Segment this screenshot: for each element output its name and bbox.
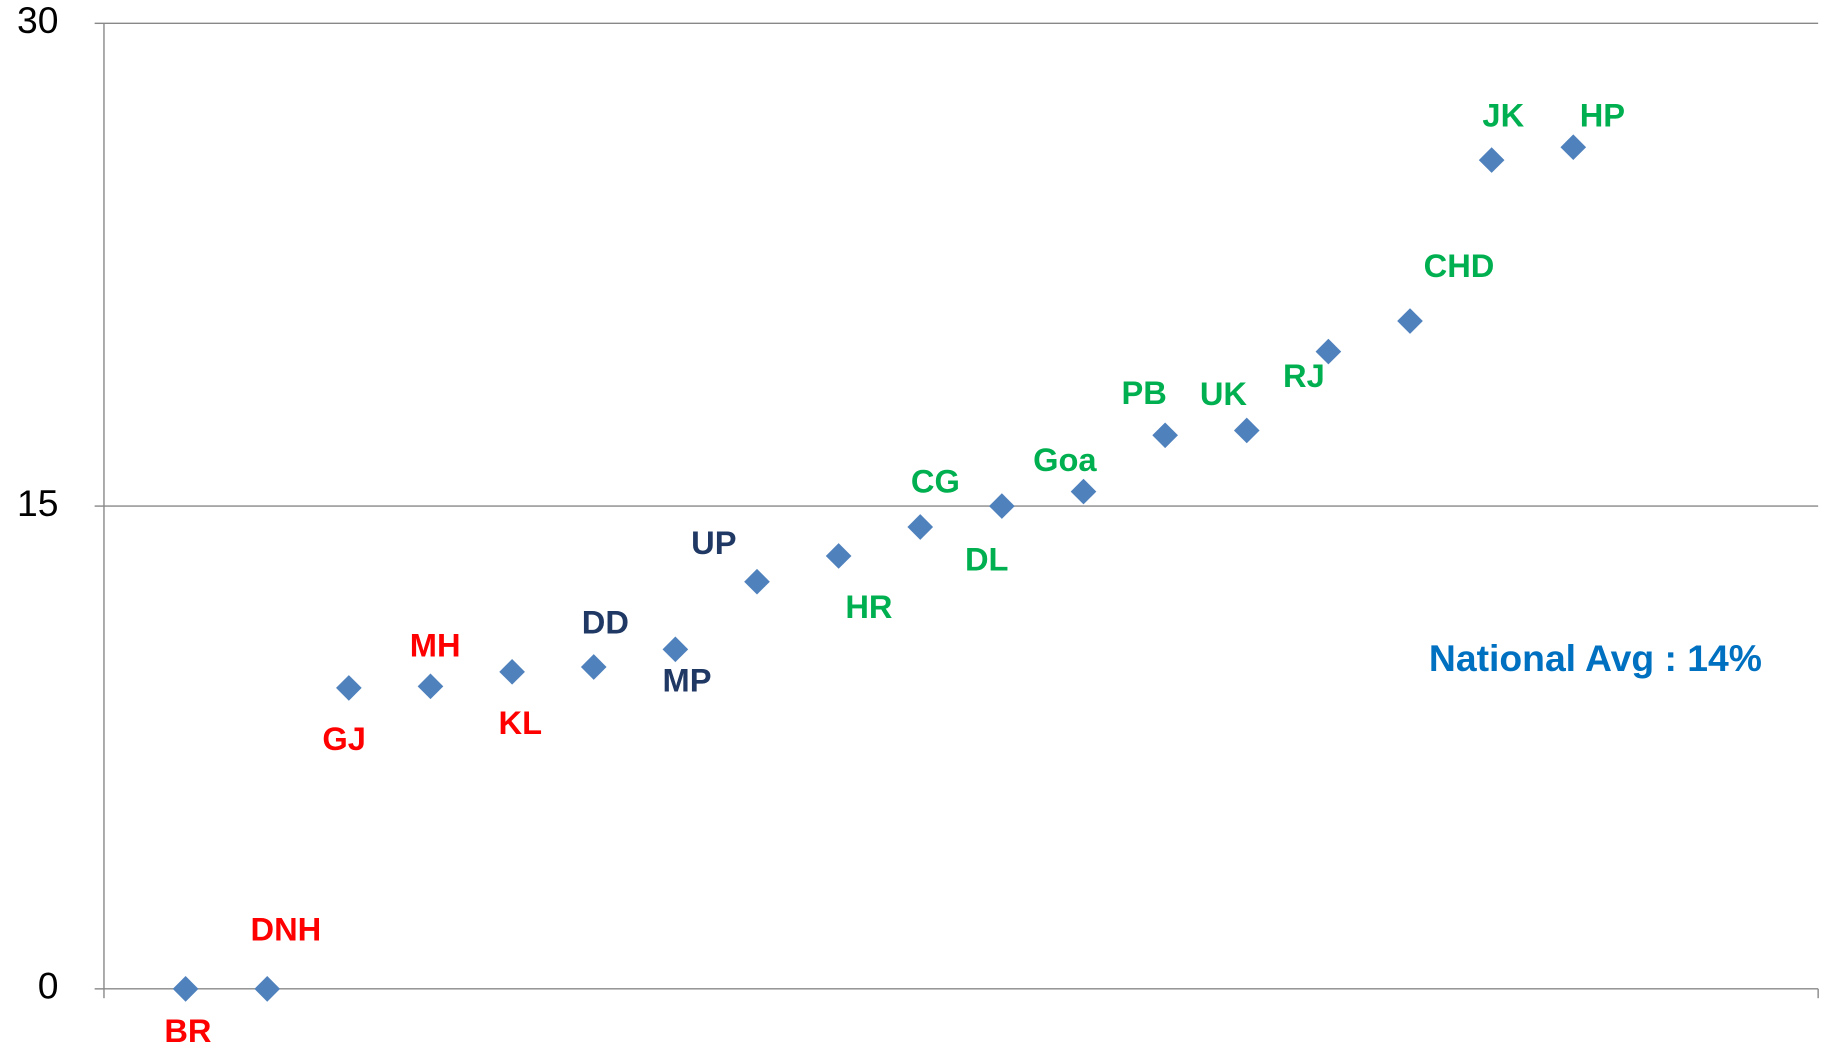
marker xyxy=(989,493,1015,519)
point-label: MP xyxy=(663,662,712,699)
marker xyxy=(1315,338,1342,365)
point-label: BR xyxy=(164,1012,211,1046)
point-label: PB xyxy=(1121,374,1166,411)
point-label: HR xyxy=(845,588,892,625)
marker xyxy=(417,673,444,700)
point-label: JK xyxy=(1482,97,1524,134)
marker xyxy=(172,976,199,1002)
y-tick-label: 0 xyxy=(38,965,59,1007)
marker xyxy=(580,654,607,680)
point-label: GJ xyxy=(322,720,366,757)
point-label: Goa xyxy=(1033,441,1097,478)
marker xyxy=(907,514,934,540)
marker xyxy=(499,659,525,685)
marker xyxy=(336,675,362,701)
marker xyxy=(1397,308,1423,334)
marker xyxy=(1152,422,1178,449)
marker xyxy=(744,568,770,595)
point-label: HP xyxy=(1580,97,1625,134)
point-label: UK xyxy=(1200,375,1248,412)
marker xyxy=(1233,417,1260,444)
point-label: UP xyxy=(691,524,736,561)
marker xyxy=(1070,478,1097,505)
marker xyxy=(662,636,689,663)
point-label: CHD xyxy=(1424,247,1495,284)
point-label: MH xyxy=(410,626,461,663)
marker xyxy=(1478,147,1505,173)
point-label: DD xyxy=(582,604,629,641)
point-label: KL xyxy=(499,704,543,741)
point-label: RJ xyxy=(1283,357,1325,394)
marker xyxy=(254,976,281,1002)
point-label: CG xyxy=(911,462,960,499)
y-tick-label: 30 xyxy=(17,0,59,41)
point-label: DNH xyxy=(251,910,322,947)
marker xyxy=(825,543,852,569)
marker xyxy=(1560,134,1587,161)
point-label: DL xyxy=(965,541,1009,578)
y-tick-label: 15 xyxy=(17,482,59,524)
annotation: National Avg : 14% xyxy=(1429,637,1762,679)
